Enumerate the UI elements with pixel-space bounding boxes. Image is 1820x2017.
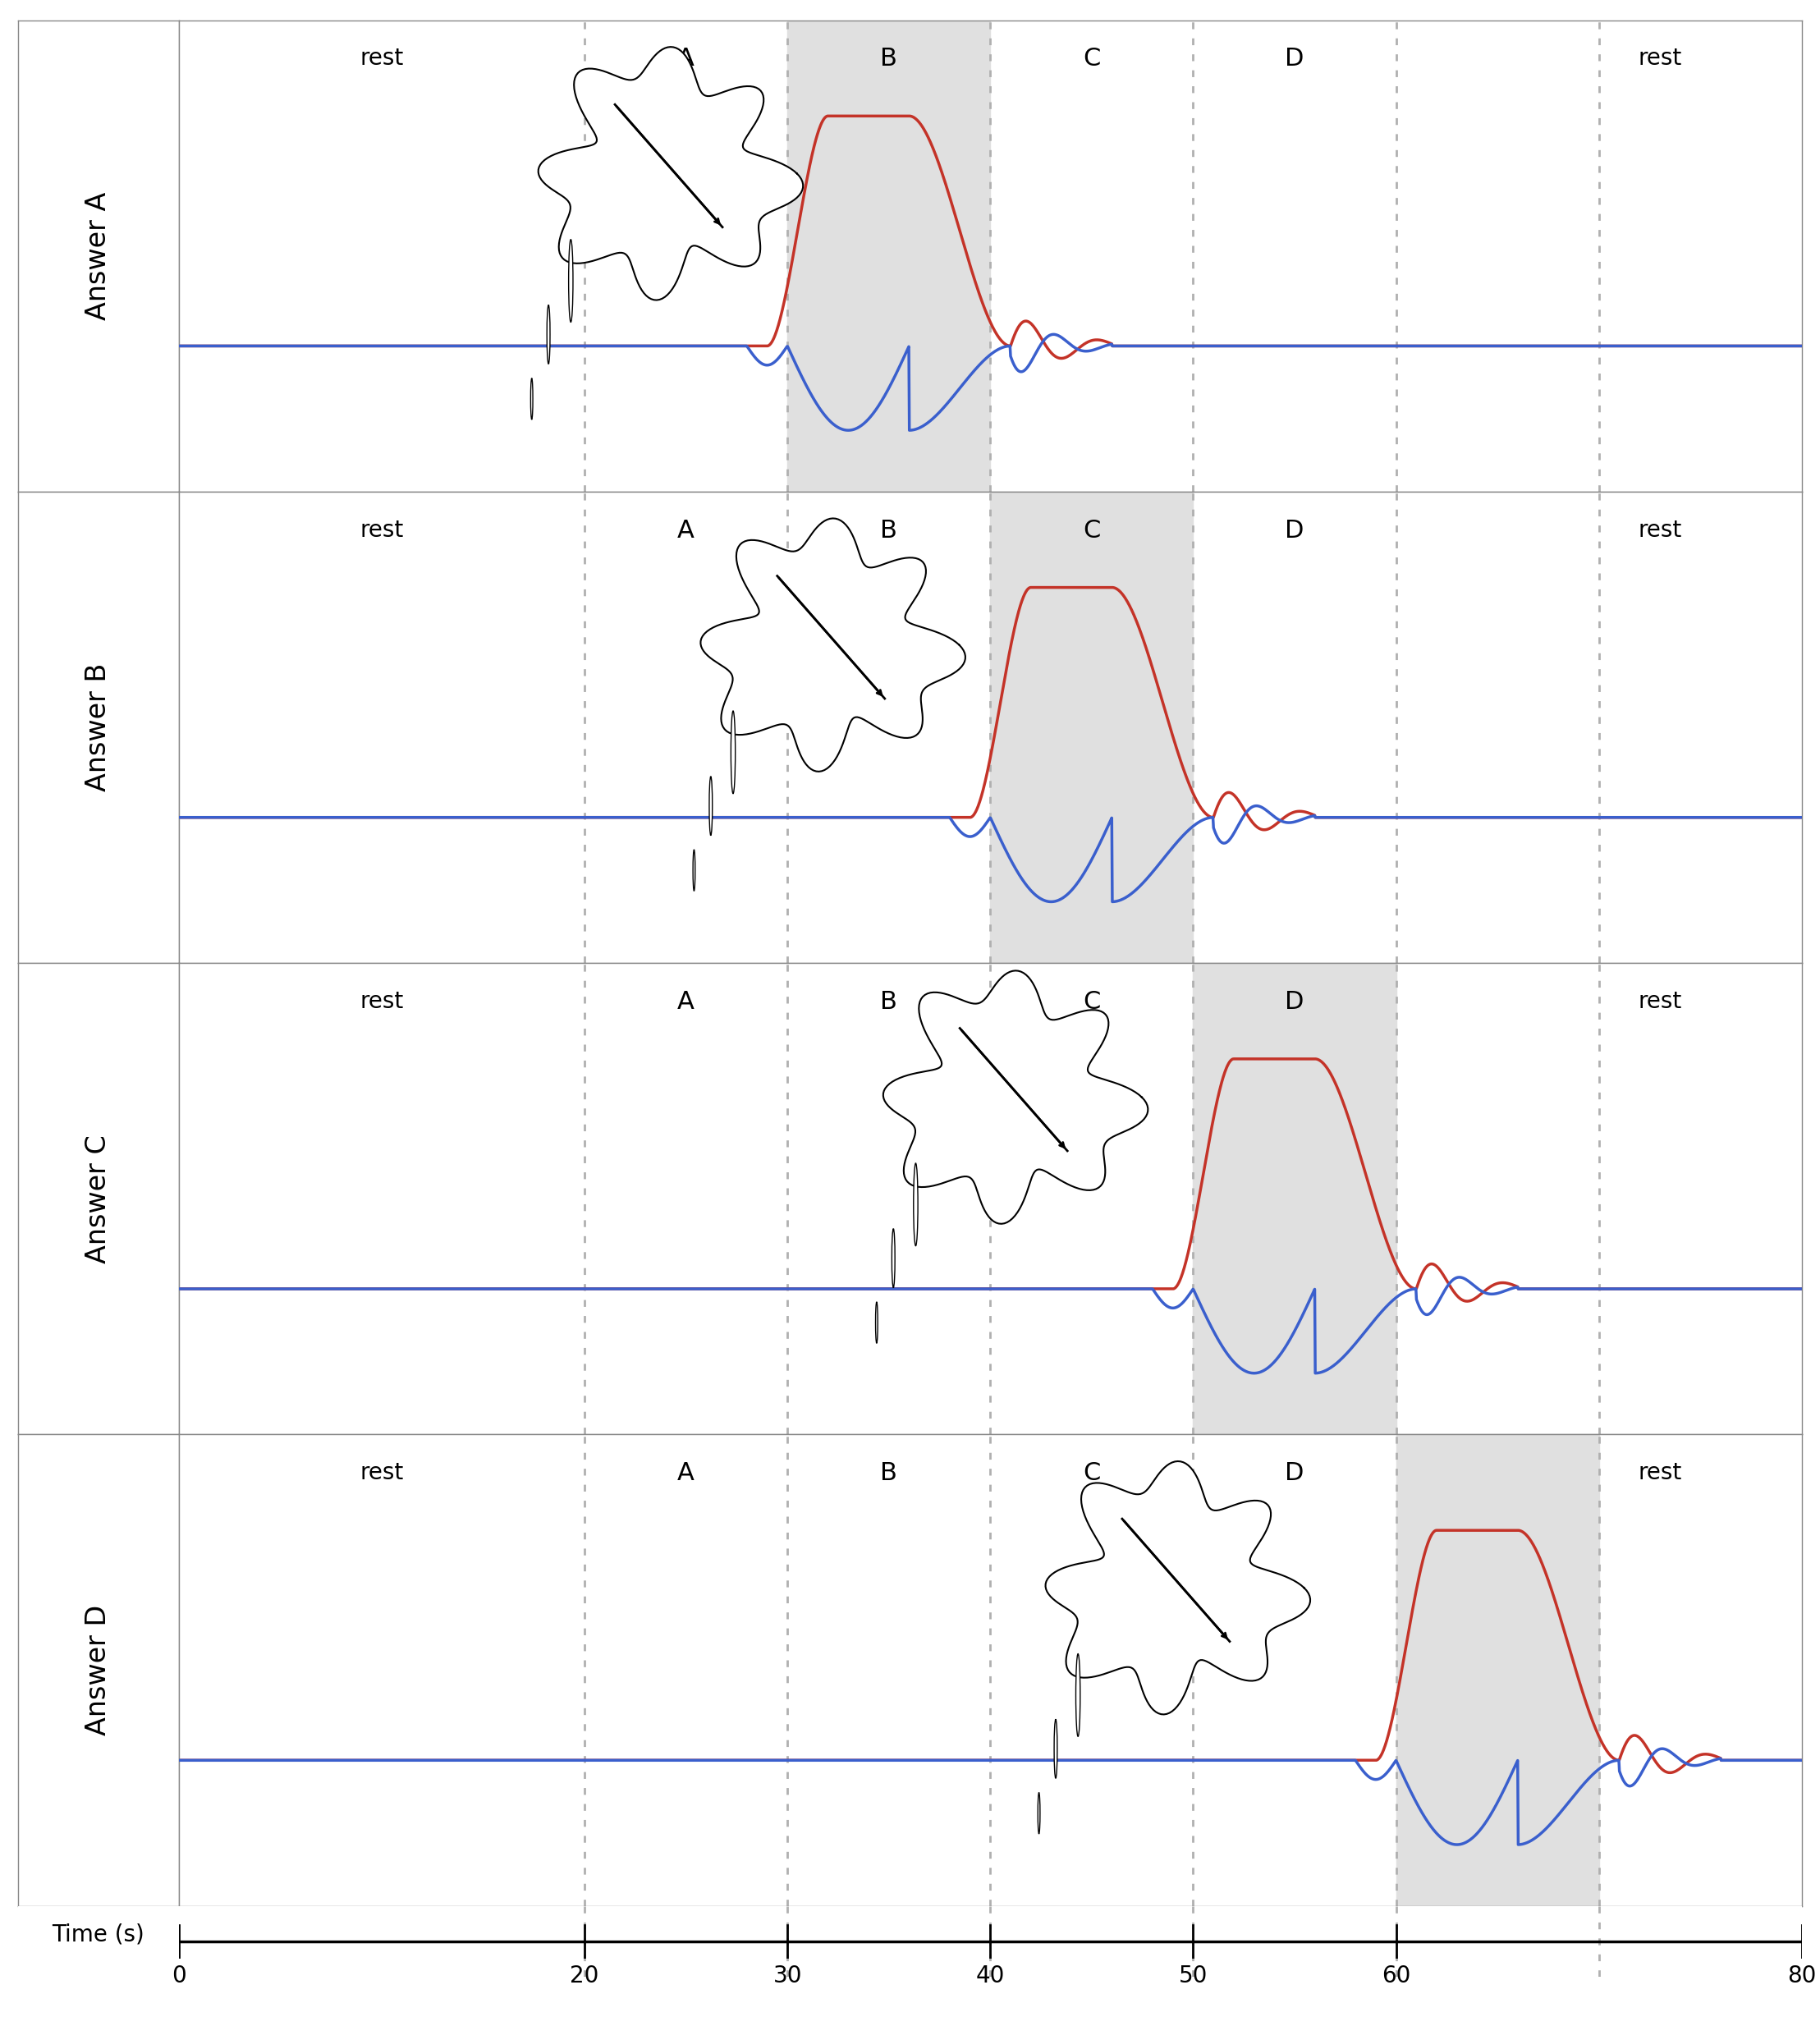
Bar bbox=[1396, 1434, 1600, 1906]
Text: Answer B: Answer B bbox=[86, 664, 113, 791]
Text: C: C bbox=[1083, 46, 1101, 71]
Text: C: C bbox=[1083, 518, 1101, 543]
Circle shape bbox=[531, 379, 533, 420]
Circle shape bbox=[1037, 1793, 1039, 1833]
Text: rest: rest bbox=[1638, 990, 1682, 1013]
Text: Answer A: Answer A bbox=[86, 192, 113, 321]
Polygon shape bbox=[539, 46, 803, 301]
Circle shape bbox=[1076, 1654, 1081, 1737]
Circle shape bbox=[1054, 1718, 1057, 1779]
Text: A: A bbox=[677, 518, 695, 543]
Text: B: B bbox=[881, 46, 897, 71]
Text: Time (s): Time (s) bbox=[53, 1922, 146, 1946]
Text: 50: 50 bbox=[1179, 1965, 1208, 1987]
Text: Answer D: Answer D bbox=[86, 1606, 113, 1735]
Circle shape bbox=[892, 1228, 895, 1287]
Text: B: B bbox=[881, 518, 897, 543]
Text: B: B bbox=[881, 990, 897, 1015]
Circle shape bbox=[875, 1301, 877, 1343]
Polygon shape bbox=[883, 970, 1148, 1224]
Circle shape bbox=[693, 849, 695, 892]
Circle shape bbox=[914, 1164, 917, 1247]
Circle shape bbox=[568, 240, 573, 323]
Text: C: C bbox=[1083, 990, 1101, 1015]
Text: A: A bbox=[677, 990, 695, 1015]
Text: 80: 80 bbox=[1787, 1965, 1816, 1987]
Circle shape bbox=[548, 305, 550, 363]
Polygon shape bbox=[701, 518, 965, 773]
Text: Answer C: Answer C bbox=[86, 1134, 113, 1263]
Bar bbox=[788, 20, 990, 492]
Text: D: D bbox=[1285, 1462, 1305, 1485]
Text: rest: rest bbox=[1638, 1462, 1682, 1485]
Text: rest: rest bbox=[360, 990, 404, 1013]
Text: 60: 60 bbox=[1381, 1965, 1410, 1987]
Text: D: D bbox=[1285, 990, 1305, 1015]
Text: rest: rest bbox=[1638, 518, 1682, 541]
Text: rest: rest bbox=[360, 46, 404, 71]
Text: 30: 30 bbox=[774, 1965, 803, 1987]
Text: rest: rest bbox=[1638, 46, 1682, 71]
Circle shape bbox=[710, 777, 712, 835]
Text: C: C bbox=[1083, 1462, 1101, 1485]
Text: D: D bbox=[1285, 518, 1305, 543]
Text: 0: 0 bbox=[171, 1965, 186, 1987]
Text: A: A bbox=[677, 46, 695, 71]
Text: rest: rest bbox=[360, 1462, 404, 1485]
Circle shape bbox=[732, 710, 735, 793]
Text: 20: 20 bbox=[570, 1965, 599, 1987]
Polygon shape bbox=[1045, 1460, 1310, 1714]
Text: D: D bbox=[1285, 46, 1305, 71]
Text: A: A bbox=[677, 1462, 695, 1485]
Text: 40: 40 bbox=[976, 1965, 1005, 1987]
Bar bbox=[990, 492, 1194, 962]
Text: B: B bbox=[881, 1462, 897, 1485]
Text: rest: rest bbox=[360, 518, 404, 541]
Bar bbox=[1194, 962, 1396, 1434]
